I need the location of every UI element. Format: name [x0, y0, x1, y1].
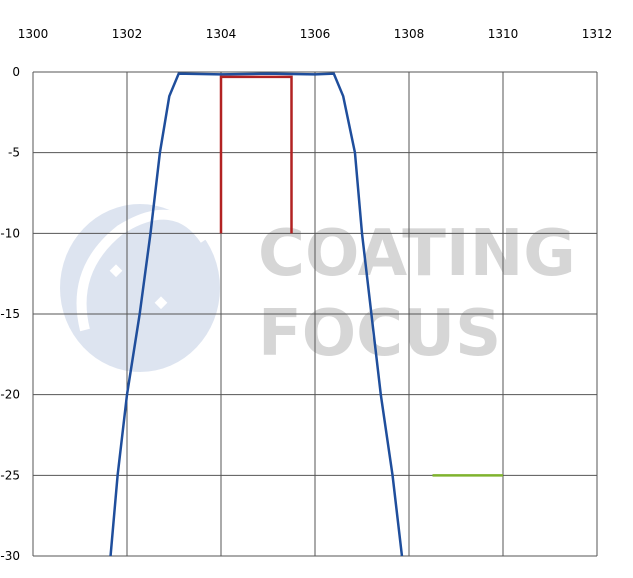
y-tick-label: -5 [8, 146, 20, 160]
y-tick-label: -30 [0, 549, 20, 563]
watermark-text: COATING [258, 217, 576, 291]
x-tick-label: 1308 [394, 27, 425, 41]
x-tick-label: 1302 [112, 27, 143, 41]
x-tick-label: 1304 [206, 27, 237, 41]
series-line [219, 75, 293, 234]
watermark-logo [60, 204, 220, 372]
y-tick-label: -25 [0, 468, 20, 482]
x-tick-label: 1300 [18, 27, 49, 41]
y-tick-label: 0 [12, 65, 20, 79]
x-tick-label: 1312 [582, 27, 613, 41]
x-tick-label: 1306 [300, 27, 331, 41]
y-tick-label: -15 [0, 307, 20, 321]
watermark-text: FOCUS [258, 297, 501, 371]
y-tick-label: -20 [0, 388, 20, 402]
x-tick-label: 1310 [488, 27, 519, 41]
y-tick-label: -10 [0, 226, 20, 240]
series-line [109, 72, 404, 557]
